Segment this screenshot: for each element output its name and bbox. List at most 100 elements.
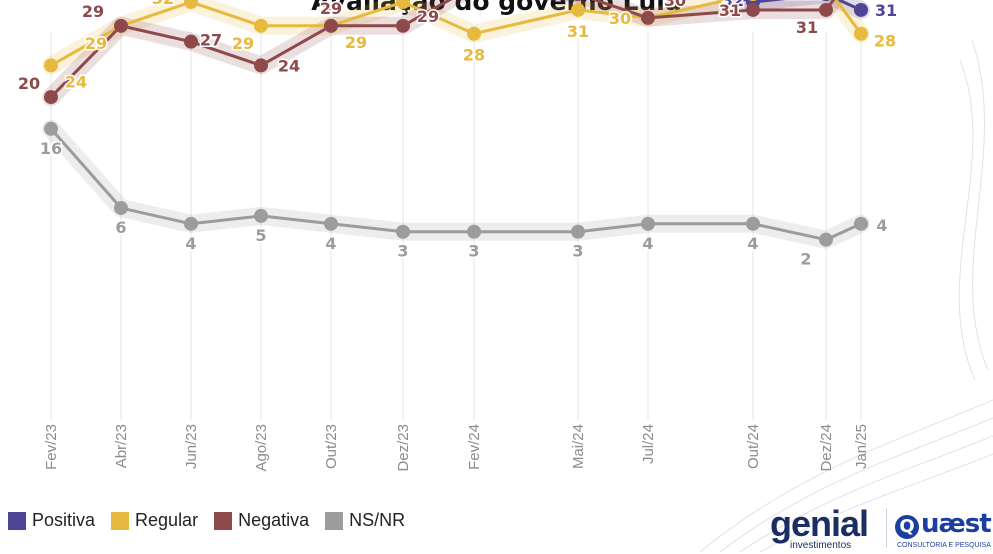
point-ns-nr — [467, 224, 481, 239]
x-tick-label: Dez/23 — [395, 424, 412, 472]
genial-subtitle: investimentos — [790, 540, 852, 551]
point-negativa — [254, 58, 268, 73]
legend: Positiva Regular Negativa NS/NR — [8, 510, 405, 531]
x-axis-ticks: Fev/23 Abr/23 Jun/23 Ago/23 Out/23 Dez/23 Fev/… — [43, 424, 870, 472]
data-label-regular: 32 — [367, 0, 389, 2]
point-negativa — [44, 90, 58, 105]
point-regular — [571, 2, 585, 17]
legend-swatch — [325, 511, 344, 530]
x-tick-label: Mai/24 — [570, 424, 587, 469]
x-tick-label: Ago/23 — [253, 424, 270, 472]
data-label-regular: 29 — [85, 34, 107, 53]
data-labels: 4035374238363533363233312429322929322831… — [16, 0, 898, 270]
point-ns-nr — [854, 216, 868, 231]
series-bands — [42, 0, 870, 249]
series-points — [44, 0, 868, 247]
point-ns-nr — [254, 208, 268, 223]
data-label-negativa: 20 — [18, 74, 40, 93]
series-line-negativa — [49, 0, 836, 99]
point-negativa — [574, 0, 582, 2]
data-label-ns-nr: 4 — [747, 234, 758, 253]
data-label-negativa: 29 — [82, 2, 104, 21]
point-negativa — [324, 18, 338, 33]
quaest-mark-icon: Q — [895, 515, 919, 539]
point-negativa — [819, 2, 833, 17]
data-label-negativa: 29 — [320, 0, 342, 18]
x-tick-label: Out/24 — [745, 424, 762, 469]
data-label-negativa: 30 — [664, 0, 686, 10]
data-label-regular: 30 — [609, 9, 631, 28]
data-label-regular: 31 — [567, 22, 589, 41]
point-ns-nr — [819, 232, 833, 247]
series-lines — [49, 0, 863, 242]
data-label-ns-nr: 2 — [800, 250, 811, 269]
legend-swatch — [111, 511, 130, 530]
data-label-ns-nr: 16 — [40, 139, 62, 158]
point-regular — [854, 26, 868, 41]
legend-item-negativa: Negativa — [214, 510, 309, 531]
data-label-negativa: 27 — [200, 31, 222, 50]
x-tick-label: Dez/24 — [818, 424, 835, 472]
data-label-ns-nr: 3 — [572, 242, 583, 261]
data-label-regular: 24 — [65, 72, 87, 91]
series-line-regular — [50, 0, 863, 67]
genial-wordmark: genial — [770, 503, 869, 544]
data-label-negativa: 31 — [796, 18, 818, 37]
point-positiva — [854, 2, 868, 17]
data-label-ns-nr: 3 — [468, 242, 479, 261]
x-tick-label: Abr/23 — [113, 424, 130, 468]
brand-logos: genial investimentos Q uæst CONSULTORIA … — [770, 506, 993, 552]
legend-label: Positiva — [32, 510, 96, 530]
point-ns-nr — [184, 216, 198, 231]
data-label-ns-nr: 4 — [642, 234, 653, 253]
quaest-subtitle: CONSULTORIA E PESQUISA — [897, 542, 991, 549]
point-ns-nr — [114, 200, 128, 215]
data-label-ns-nr: 4 — [876, 216, 887, 235]
x-tick-label: Fev/24 — [466, 424, 483, 470]
legend-swatch — [214, 511, 233, 530]
point-ns-nr — [571, 224, 585, 239]
data-label-ns-nr: 5 — [255, 226, 266, 245]
point-negativa — [641, 10, 655, 25]
point-ns-nr — [641, 216, 655, 231]
point-positiva — [822, 0, 830, 2]
legend-label: Regular — [135, 510, 199, 530]
point-ns-nr — [44, 121, 58, 136]
legend-item-ns-nr: NS/NR — [325, 510, 405, 531]
point-negativa — [746, 2, 760, 17]
legend-item-positiva: Positiva — [8, 510, 95, 531]
brand-divider — [886, 508, 887, 548]
data-label-ns-nr: 4 — [185, 234, 196, 253]
x-tick-label: Jan/25 — [853, 424, 870, 469]
data-label-regular: 29 — [232, 34, 254, 53]
point-ns-nr — [324, 216, 338, 231]
x-tick-label: Jun/23 — [183, 424, 200, 469]
point-negativa — [184, 34, 198, 49]
x-tick-label: Fev/23 — [43, 424, 60, 470]
data-label-negativa: 31 — [719, 1, 741, 20]
point-ns-nr — [746, 216, 760, 231]
point-negativa — [114, 18, 128, 33]
point-regular — [396, 0, 410, 10]
legend-item-regular: Regular — [111, 510, 198, 531]
legend-swatch — [8, 511, 26, 530]
point-regular — [254, 18, 268, 33]
point-regular — [467, 26, 481, 41]
data-label-negativa: 24 — [278, 56, 300, 75]
data-label-regular: 32 — [152, 0, 174, 8]
background-swoosh — [699, 39, 993, 553]
point-ns-nr — [396, 224, 410, 239]
data-label-regular: 28 — [463, 46, 485, 65]
data-label-negativa: 29 — [417, 7, 439, 26]
quaest-wordmark: uæst — [921, 509, 992, 539]
data-label-positiva: 32 — [722, 0, 744, 10]
x-tick-label: Out/23 — [323, 424, 340, 469]
point-negativa — [396, 18, 410, 33]
genial-logo: genial investimentos — [770, 506, 878, 552]
x-tick-label: Jul/24 — [640, 424, 657, 464]
quaest-logo: Q uæst CONSULTORIA E PESQUISA — [895, 506, 993, 552]
data-label-ns-nr: 3 — [397, 242, 408, 261]
legend-label: Negativa — [238, 510, 310, 530]
legend-label: NS/NR — [349, 510, 406, 530]
